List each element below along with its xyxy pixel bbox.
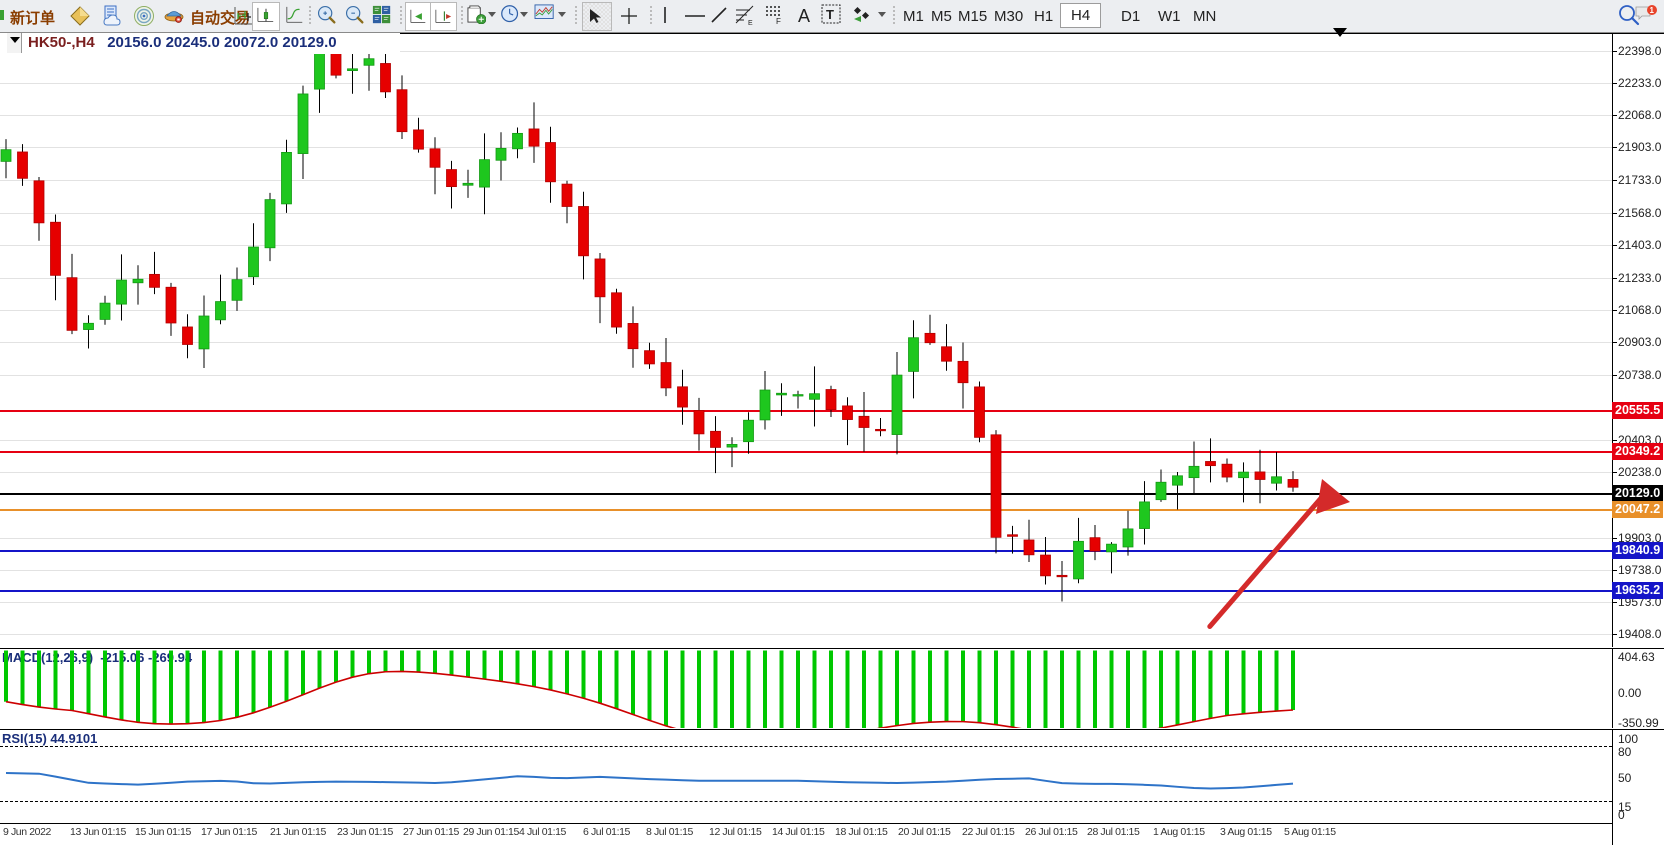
- svg-text:1: 1: [1650, 6, 1655, 15]
- svg-text:F: F: [776, 17, 781, 25]
- svg-text:E: E: [748, 20, 753, 26]
- svg-text:T: T: [826, 7, 834, 22]
